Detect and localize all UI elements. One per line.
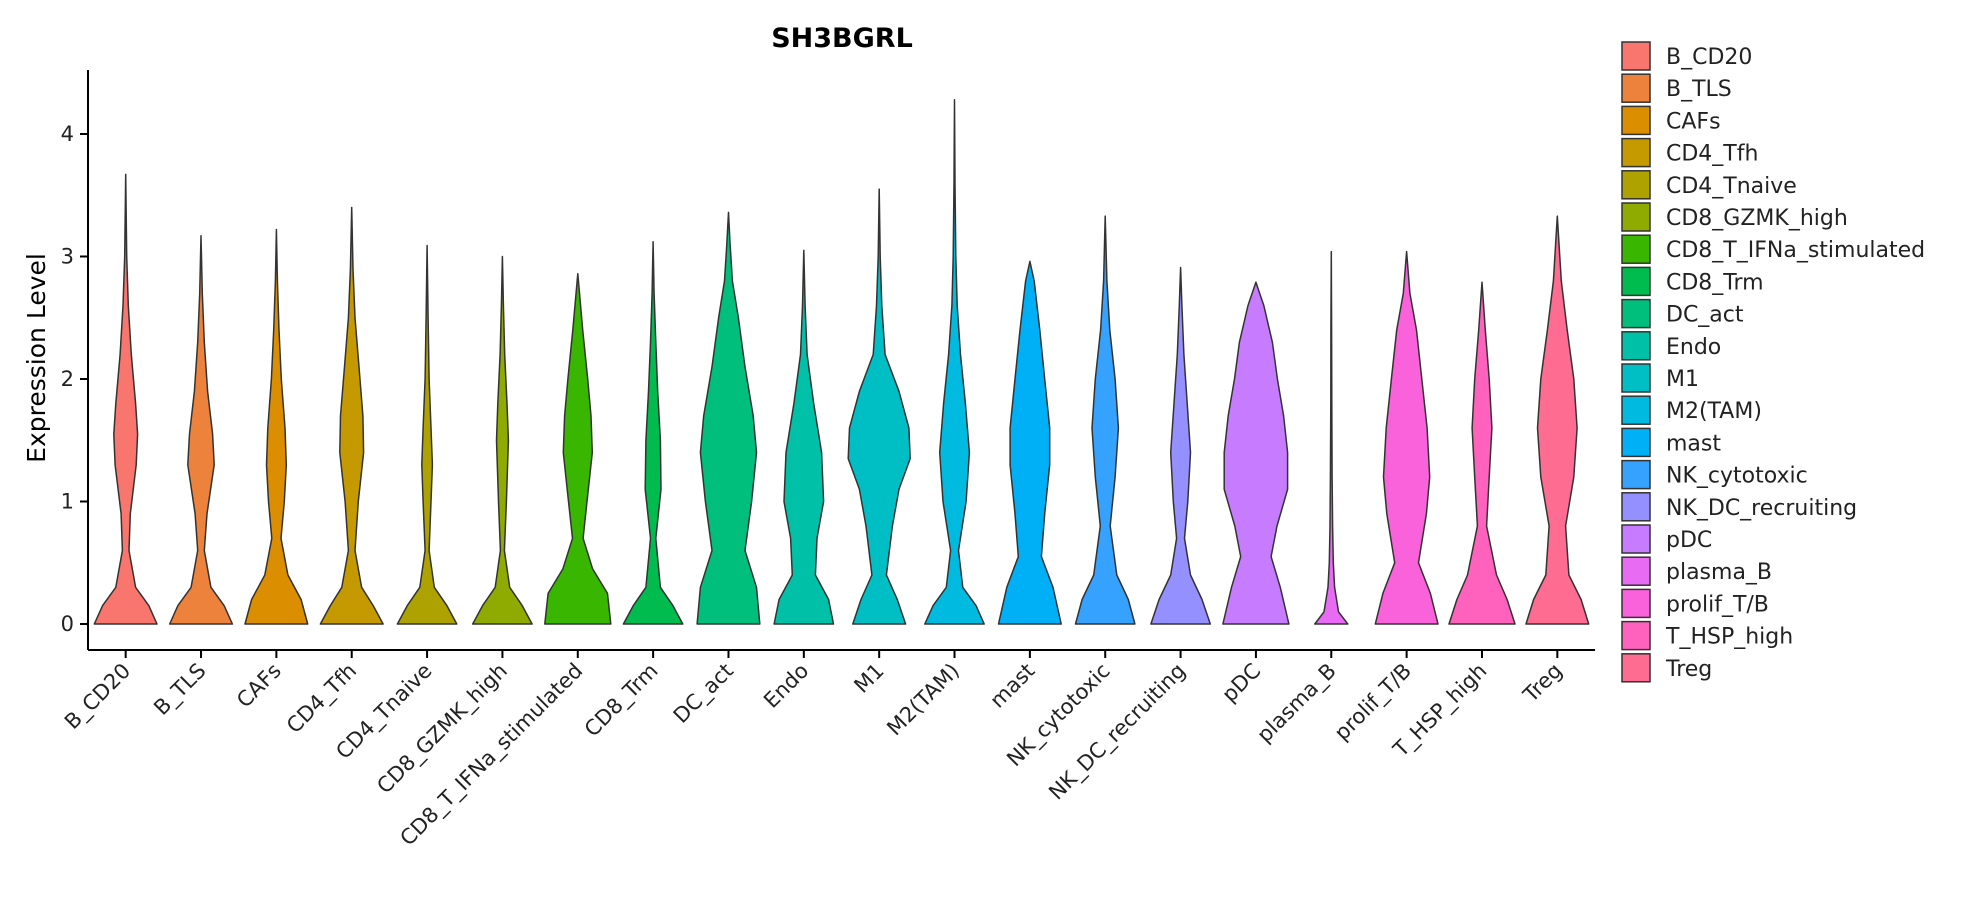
legend-swatch xyxy=(1621,588,1651,619)
x-tick-label: M2(TAM) xyxy=(882,659,964,741)
y-tick-label: 4 xyxy=(61,122,74,146)
violin-CAFs xyxy=(244,228,309,625)
violin-CD8_T_IFNa_stimulated xyxy=(544,272,612,625)
legend-swatch xyxy=(1621,170,1651,200)
violin-T_HSP_high xyxy=(1448,281,1516,625)
legend-swatch xyxy=(1621,331,1651,361)
violin-M1 xyxy=(847,188,911,625)
legend-swatch xyxy=(1621,556,1651,586)
violin-CD4_Tfh xyxy=(319,206,384,625)
legend-label: M2(TAM) xyxy=(1666,399,1762,424)
y-tick-label: 1 xyxy=(61,490,74,514)
legend-label: mast xyxy=(1666,431,1721,456)
x-tick-label: CD8_Trm xyxy=(580,659,664,743)
x-tick-label: B_TLS xyxy=(149,659,211,721)
x-axis: B_CD20 B_TLS CAFsCD4_TfhCD4_TnaiveCD8_GZMK… xyxy=(60,649,1595,851)
legend-swatch xyxy=(1621,459,1651,490)
x-tick-label: DC_act xyxy=(669,659,739,729)
legend-label: plasma_B xyxy=(1666,560,1772,585)
legend-label: CD4_Tnaive xyxy=(1666,174,1797,199)
legend-swatch xyxy=(1621,620,1651,651)
x-tick-label: Endo xyxy=(759,659,813,713)
x-tick-label: NK_DC_recruiting xyxy=(1044,659,1191,806)
x-tick-label: CD8_GZMK_high xyxy=(372,659,512,799)
legend-label: CD8_Trm xyxy=(1666,270,1764,295)
legend-swatch xyxy=(1621,266,1651,297)
legend-swatch xyxy=(1621,298,1651,329)
legend-label: CD8_GZMK_high xyxy=(1666,206,1848,231)
legend-label: CD8_T_IFNa_stimulated xyxy=(1666,238,1925,263)
legend-label: NK_cytotoxic xyxy=(1666,464,1808,489)
violin-B_CD20 xyxy=(93,173,158,625)
x-tick-label: mast xyxy=(985,659,1039,713)
violin-DC_act xyxy=(696,211,761,625)
violin-CD8_GZMK_high xyxy=(471,255,533,625)
legend-label: NK_DC_recruiting xyxy=(1666,496,1857,521)
violin-prolif_T/B xyxy=(1374,250,1439,625)
violin-M2(TAM) xyxy=(924,98,985,625)
y-axis: 0 1 2 3 4 xyxy=(61,70,89,650)
x-tick-label: M1 xyxy=(849,659,888,698)
violin-CD4_Tnaive xyxy=(396,244,458,625)
legend-swatch xyxy=(1621,653,1651,683)
legend-swatch xyxy=(1621,41,1651,71)
legend-label: B_TLS xyxy=(1666,77,1732,102)
violin-CD8_Trm xyxy=(622,241,684,625)
y-tick-label: 0 xyxy=(61,612,74,636)
legend-label: Endo xyxy=(1666,335,1721,360)
y-tick-label: 2 xyxy=(61,367,74,391)
legend-swatch xyxy=(1621,363,1651,393)
legend-label: B_CD20 xyxy=(1666,45,1752,70)
x-tick-label: pDC xyxy=(1217,659,1265,707)
legend-label: T_HSP_high xyxy=(1665,625,1793,650)
legend-swatch xyxy=(1621,105,1651,136)
x-tick-label: B_CD20 xyxy=(60,659,136,735)
violin-NK_cytotoxic xyxy=(1074,215,1136,625)
legend-swatch xyxy=(1621,427,1651,458)
legend-label: pDC xyxy=(1666,528,1712,553)
legend-swatch xyxy=(1621,395,1651,425)
legend-label: Treg xyxy=(1665,657,1712,682)
violin-B_TLS xyxy=(168,234,234,625)
legend-label: CAFs xyxy=(1666,109,1721,134)
violin-mast xyxy=(997,260,1062,625)
x-tick-label: Treg xyxy=(1518,659,1567,708)
legend-label: prolif_T/B xyxy=(1666,592,1769,617)
violin-plasma_B xyxy=(1314,250,1349,625)
y-axis-label: Expression Level xyxy=(22,253,51,463)
x-tick-label: CD4_Tfh xyxy=(282,659,362,739)
violin-Endo xyxy=(773,249,835,625)
y-tick-label: 3 xyxy=(61,245,74,269)
violin-pDC xyxy=(1222,281,1290,625)
legend-swatch xyxy=(1621,492,1651,522)
legend-swatch xyxy=(1621,234,1651,264)
x-tick-label: CAFs xyxy=(232,659,286,713)
legend-label: M1 xyxy=(1666,367,1699,392)
legend-swatch xyxy=(1621,202,1651,232)
legend-label: CD4_Tfh xyxy=(1666,142,1758,167)
legend-label: DC_act xyxy=(1666,303,1744,328)
legend-swatch xyxy=(1621,524,1651,554)
chart-title: SH3BGRL xyxy=(771,23,913,54)
violin-NK_DC_recruiting xyxy=(1150,266,1212,625)
legend-swatch xyxy=(1621,137,1651,168)
legend: B_CD20 B_TLS CAFs CD4_Tfh CD4_Tnaive CD8_GZMK… xyxy=(1621,41,1925,683)
legend-swatch xyxy=(1621,73,1651,103)
violins-group xyxy=(93,98,1590,625)
x-tick-label: plasma_B xyxy=(1252,659,1341,748)
violin-Treg xyxy=(1525,215,1590,625)
